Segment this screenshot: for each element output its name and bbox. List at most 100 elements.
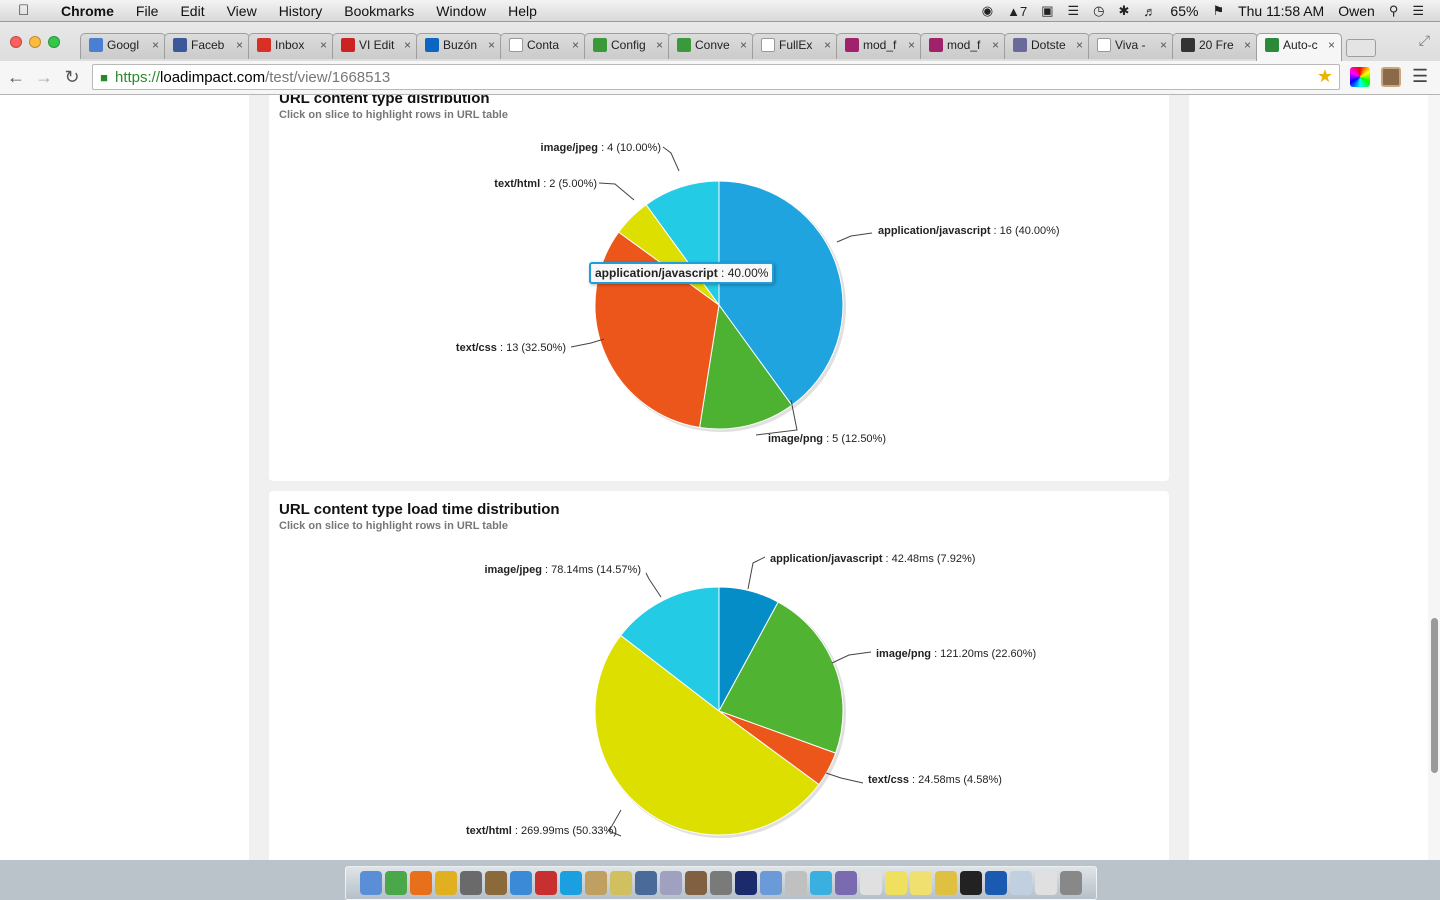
color-picker-extension-icon[interactable] (1350, 67, 1370, 87)
app-icon[interactable] (585, 871, 607, 895)
app-icon[interactable] (635, 871, 657, 895)
chrome-icon[interactable] (435, 871, 457, 895)
menu-clock[interactable]: Thu 11:58 AM (1238, 3, 1325, 19)
notes-icon[interactable] (885, 871, 907, 895)
filezilla-icon[interactable] (535, 871, 557, 895)
word-icon[interactable] (985, 871, 1007, 895)
flag-icon[interactable]: ⚑ (1212, 3, 1225, 18)
tab-close-icon[interactable]: × (1159, 38, 1167, 52)
menu-help[interactable]: Help (508, 2, 537, 19)
tab-close-icon[interactable]: × (403, 38, 411, 52)
browser-tab[interactable]: Conta × (500, 33, 586, 59)
app-icon[interactable] (1035, 871, 1057, 895)
new-tab-button[interactable] (1346, 39, 1376, 57)
browser-tab[interactable]: Conve × (668, 33, 754, 59)
zoom-window-button[interactable] (48, 36, 60, 48)
app-icon[interactable] (1010, 871, 1032, 895)
tab-close-icon[interactable]: × (487, 38, 495, 52)
minimize-window-button[interactable] (29, 36, 41, 48)
apple-menu-icon[interactable]:  (18, 2, 38, 19)
app-icon[interactable] (610, 871, 632, 895)
screens-icon[interactable]: ▣ (1041, 3, 1054, 18)
tab-close-icon[interactable]: × (319, 38, 327, 52)
menu-file[interactable]: File (135, 2, 159, 19)
tab-close-icon[interactable]: × (235, 38, 243, 52)
tab-close-icon[interactable]: × (907, 38, 915, 52)
adobe-icon[interactable]: ▲7 (1007, 3, 1028, 19)
app-icon[interactable] (860, 871, 882, 895)
browser-tab[interactable]: Faceb × (164, 33, 250, 59)
browser-tab[interactable]: mod_f × (920, 33, 1006, 59)
menu-bookmarks[interactable]: Bookmarks (344, 2, 415, 19)
close-window-button[interactable] (10, 36, 22, 48)
app-icon[interactable] (710, 871, 732, 895)
pie-slice[interactable] (699, 303, 793, 430)
app-icon[interactable] (485, 871, 507, 895)
tab-close-icon[interactable]: × (1075, 38, 1083, 52)
app-icon[interactable] (660, 871, 682, 895)
back-button[interactable]: ← (7, 67, 25, 87)
notification-center-icon[interactable]: ☰ (1412, 3, 1424, 18)
spotlight-icon[interactable]: ⚲ (1388, 3, 1399, 18)
app-icon[interactable] (785, 871, 807, 895)
tab-close-icon[interactable]: × (739, 38, 747, 52)
menu-history[interactable]: History (278, 2, 323, 19)
browser-tab[interactable]: mod_f × (836, 33, 922, 59)
browser-tab[interactable]: Googl × (80, 33, 166, 59)
pie-slice[interactable] (619, 586, 720, 713)
bookmark-star-icon[interactable]: ★ (1316, 66, 1333, 86)
stickies-icon[interactable] (910, 871, 932, 895)
app-icon[interactable] (935, 871, 957, 895)
app-icon[interactable] (685, 871, 707, 895)
restore-window-icon[interactable]: ⤢ (1418, 32, 1430, 48)
page-scrollbar[interactable] (1428, 95, 1440, 860)
itunes-icon[interactable] (810, 871, 832, 895)
app-icon[interactable] (835, 871, 857, 895)
camera-extension-icon[interactable] (1381, 67, 1401, 87)
trash-icon[interactable] (1060, 871, 1082, 895)
tab-close-icon[interactable]: × (151, 38, 159, 52)
browser-tab[interactable]: FullEx × (752, 33, 838, 59)
skype-icon[interactable] (560, 871, 582, 895)
skype-status-icon[interactable]: ◉ (981, 3, 994, 18)
menu-window[interactable]: Window (436, 2, 487, 19)
menu-view[interactable]: View (226, 2, 257, 19)
pie-slice[interactable] (718, 601, 844, 754)
forward-button[interactable]: → (35, 67, 53, 87)
app-icon[interactable] (385, 871, 407, 895)
chrome-menu-icon[interactable]: ☰ (1412, 66, 1429, 86)
wifi-icon[interactable]: ☰ (1067, 3, 1080, 18)
pie-slice[interactable] (718, 180, 844, 407)
app-icon[interactable] (460, 871, 482, 895)
volume-icon[interactable]: ♬ (1143, 3, 1157, 19)
menu-app-name[interactable]: Chrome (61, 2, 114, 19)
browser-tab[interactable]: VI Edit × (332, 33, 418, 59)
finder-icon[interactable] (360, 871, 382, 895)
battery-status[interactable]: 65% (1170, 3, 1199, 19)
lock-icon[interactable]: ■ (100, 69, 108, 85)
browser-tab[interactable]: Viva - × (1088, 33, 1174, 59)
scrollbar-thumb[interactable] (1431, 618, 1438, 773)
tab-close-icon[interactable]: × (1327, 38, 1335, 52)
tab-close-icon[interactable]: × (655, 38, 663, 52)
menu-user[interactable]: Owen (1338, 3, 1375, 19)
tab-close-icon[interactable]: × (991, 38, 999, 52)
photoshop-icon[interactable] (735, 871, 757, 895)
firefox-icon[interactable] (410, 871, 432, 895)
tab-close-icon[interactable]: × (1243, 38, 1251, 52)
safari-icon[interactable] (510, 871, 532, 895)
browser-tab[interactable]: 20 Fre × (1172, 33, 1258, 59)
menu-edit[interactable]: Edit (180, 2, 205, 19)
browser-tab[interactable]: Auto-c × (1256, 33, 1342, 61)
address-bar[interactable]: ■ https:// loadimpact.com /test/view/166… (92, 64, 1340, 90)
time-machine-icon[interactable]: ◷ (1093, 3, 1105, 18)
pie-slice[interactable] (594, 634, 820, 836)
bluetooth-icon[interactable]: ✱ (1118, 3, 1130, 18)
tab-close-icon[interactable]: × (823, 38, 831, 52)
reload-button[interactable]: ↻ (64, 67, 80, 87)
browser-tab[interactable]: Inbox × (248, 33, 334, 59)
terminal-icon[interactable] (960, 871, 982, 895)
browser-tab[interactable]: Dotste × (1004, 33, 1090, 59)
tab-close-icon[interactable]: × (571, 38, 579, 52)
browser-tab[interactable]: Buzón × (416, 33, 502, 59)
